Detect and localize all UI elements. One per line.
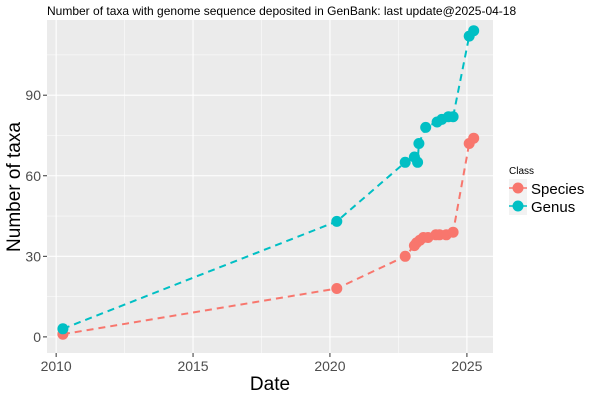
data-point-genus [399, 156, 411, 168]
x-tick-label: 2015 [177, 358, 208, 374]
data-point-species [331, 283, 343, 294]
data-point-genus [413, 138, 425, 149]
grid-major [47, 20, 493, 353]
grid-minor [47, 20, 493, 353]
x-axis-title: Date [250, 374, 290, 395]
data-point-genus [57, 323, 69, 335]
legend: Class Species Genus [509, 166, 584, 216]
y-axis-title: Number of taxa [4, 122, 25, 252]
legend-point-genus [512, 200, 524, 212]
y-tick-label: 30 [25, 248, 41, 264]
data-point-species [447, 226, 459, 238]
series-points [57, 25, 480, 340]
data-point-species [399, 250, 411, 262]
y-axis-ticks: 0 30 60 90 [25, 87, 47, 345]
x-tick-label: 2010 [41, 358, 72, 374]
plot-panel [47, 20, 493, 353]
x-tick-label: 2020 [314, 358, 345, 374]
legend-title: Class [509, 166, 534, 177]
legend-label-species: Species [531, 181, 584, 198]
data-point-genus [420, 121, 432, 133]
x-axis-ticks: 2010 2015 2020 2025 [41, 353, 483, 374]
x-tick-label: 2025 [451, 358, 482, 374]
chart-title: Number of taxa with genome sequence depo… [47, 4, 516, 18]
data-point-genus [412, 156, 424, 168]
y-tick-label: 0 [33, 329, 41, 345]
data-point-genus [468, 25, 480, 37]
legend-point-species [512, 182, 524, 194]
y-tick-label: 60 [25, 168, 41, 184]
y-tick-label: 90 [25, 87, 41, 103]
data-point-genus [331, 215, 343, 227]
legend-label-genus: Genus [531, 199, 575, 216]
data-point-genus [447, 111, 459, 123]
data-point-species [468, 132, 480, 144]
